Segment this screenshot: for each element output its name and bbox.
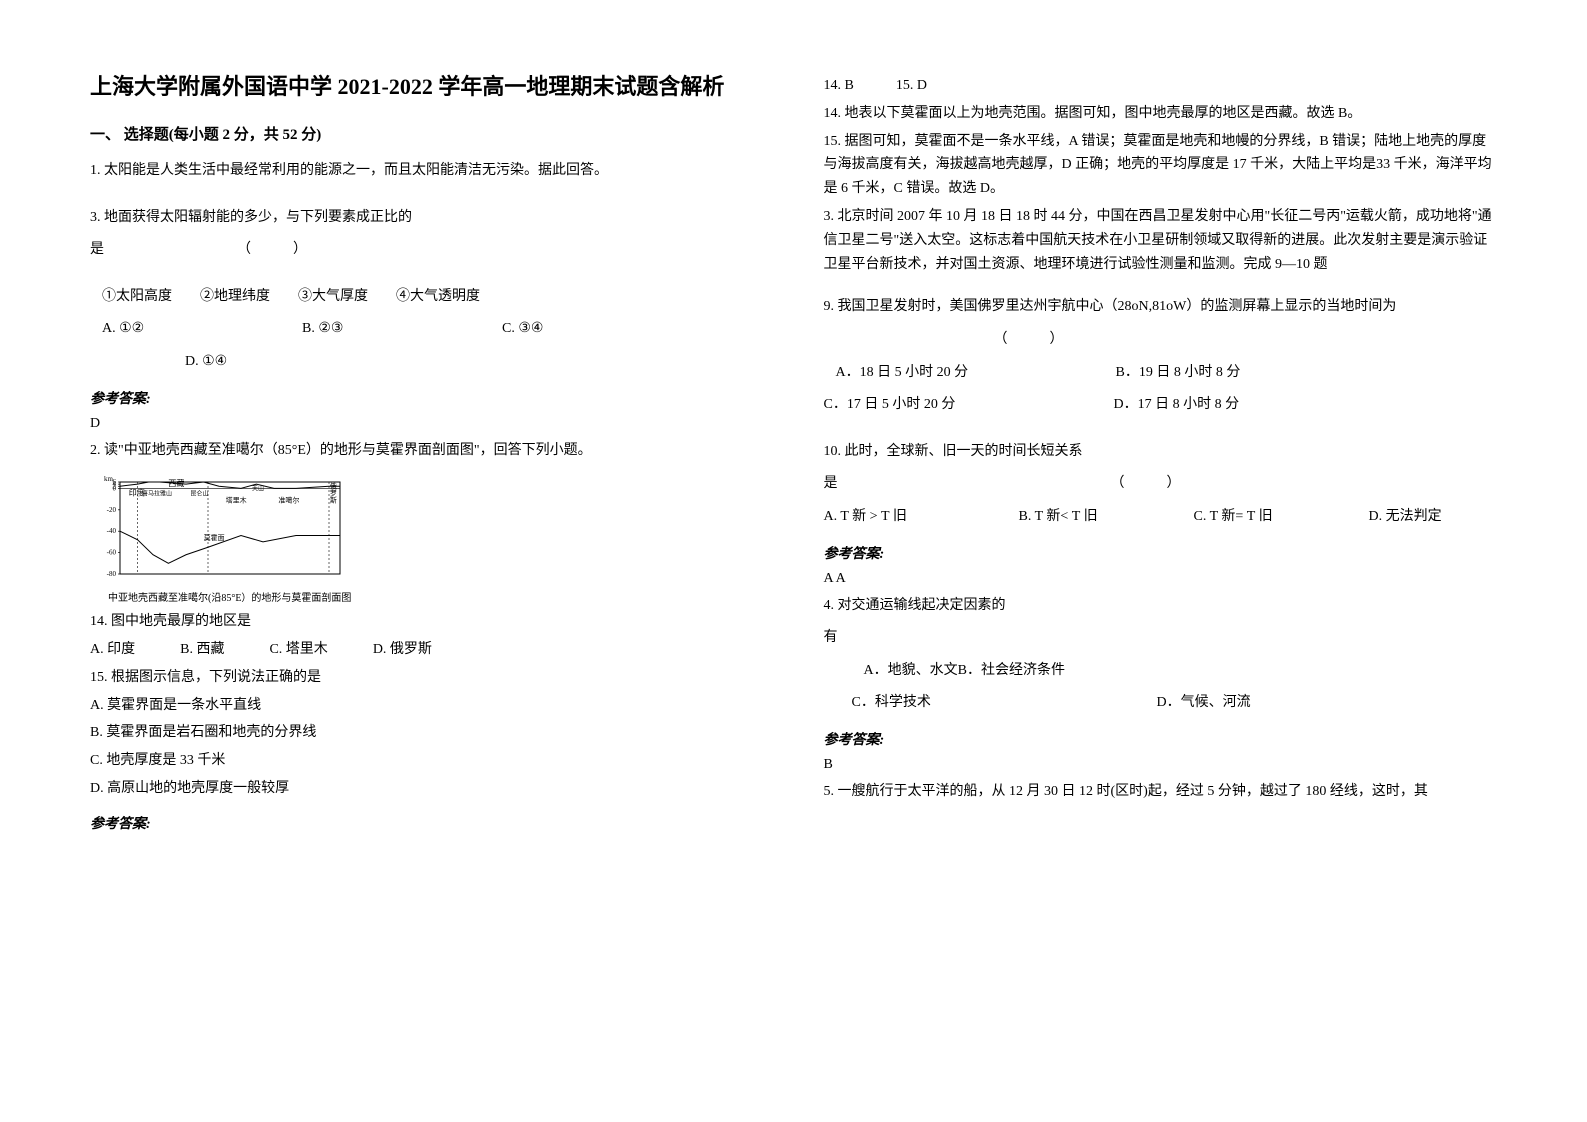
- q3-9-row2: C．17 日 5 小时 20 分 D．17 日 8 小时 8 分: [824, 392, 1498, 419]
- q2-intro: 2. 读"中亚地壳西藏至准噶尔（85°E）的地形与莫霍界面剖面图"，回答下列小题…: [90, 438, 764, 465]
- q4-ab: A．地貌、水文B．社会经济条件: [864, 658, 1498, 685]
- q1-choice-items: ①太阳高度 ②地理纬度 ③大气厚度 ④大气透明度: [102, 284, 764, 311]
- svg-text:0: 0: [113, 485, 117, 493]
- q3-answer: A A: [824, 571, 1498, 587]
- q3-9-row1: A．18 日 5 小时 20 分 B．19 日 8 小时 8 分: [836, 360, 1498, 387]
- q2-15C: C. 地壳厚度是 33 千米: [90, 749, 764, 773]
- q2-14A: A. 印度: [90, 638, 135, 662]
- q2-14D: D. 俄罗斯: [373, 638, 432, 662]
- svg-text:莫霍面: 莫霍面: [204, 533, 225, 542]
- q4-answer-label: 参考答案:: [824, 729, 1498, 749]
- svg-text:昆仑山: 昆仑山: [190, 490, 208, 498]
- q1-subq-blank: 是 （ ）: [90, 237, 764, 264]
- figure-caption: 中亚地壳西藏至准噶尔(沿85°E）的地形与莫霍面剖面图: [108, 589, 764, 604]
- q4-d: D．气候、河流: [1157, 690, 1251, 717]
- q1-optA: A. ①②: [102, 316, 302, 343]
- q2-14C: C. 塔里木: [269, 638, 327, 662]
- q3-10b: 是 （ ）: [824, 471, 1498, 498]
- q1-optB: B. ②③: [302, 316, 502, 343]
- q3-10A: A. T 新 > T 旧: [824, 504, 1019, 531]
- crust-profile-svg: km6420-20-40-60-80印度西藏俄罗斯喜马拉雅山昆仑山天山塔里木准噶…: [90, 474, 350, 582]
- svg-text:-40: -40: [107, 527, 117, 535]
- svg-text:喜马拉雅山: 喜马拉雅山: [142, 490, 172, 498]
- doc-title: 上海大学附属外国语中学 2021-2022 学年高一地理期末试题含解析: [90, 70, 764, 103]
- q1-answer-label: 参考答案:: [90, 388, 764, 408]
- right-column: 14. B 15. D 14. 地表以下莫霍面以上为地壳范围。据图可知，图中地壳…: [824, 70, 1498, 1072]
- svg-text:西藏: 西藏: [168, 478, 184, 488]
- q3-intro: 3. 北京时间 2007 年 10 月 18 日 18 时 44 分，中国在西昌…: [824, 205, 1498, 276]
- q5: 5. 一艘航行于太平洋的船，从 12 月 30 日 12 时(区时)起，经过 5…: [824, 779, 1498, 806]
- q3-10C: C. T 新= T 旧: [1194, 504, 1369, 531]
- q3-9B: B．19 日 8 小时 8 分: [1116, 360, 1241, 387]
- q2-answers: 14. B 15. D: [824, 74, 1498, 98]
- q2-14-opts: A. 印度 B. 西藏 C. 塔里木 D. 俄罗斯: [90, 638, 764, 662]
- q1-optC: C. ③④: [502, 316, 543, 343]
- q2-15B: B. 莫霍界面是岩石圈和地壳的分界线: [90, 721, 764, 745]
- crust-profile-figure: km6420-20-40-60-80印度西藏俄罗斯喜马拉雅山昆仑山天山塔里木准噶…: [90, 474, 764, 604]
- section-1-header: 一、 选择题(每小题 2 分，共 52 分): [90, 123, 764, 144]
- q2-15: 15. 根据图示信息，下列说法正确的是: [90, 666, 764, 690]
- q2-answer-label: 参考答案:: [90, 813, 764, 833]
- q1-intro: 1. 太阳能是人类生活中最经常利用的能源之一，而且太阳能清洁无污染。据此回答。: [90, 158, 764, 185]
- svg-text:-20: -20: [107, 506, 117, 514]
- svg-text:俄罗斯: 俄罗斯: [329, 481, 337, 504]
- q1-options-row1: A. ①② B. ②③ C. ③④: [102, 316, 764, 343]
- q3-9A: A．18 日 5 小时 20 分: [836, 360, 1116, 387]
- q3-10B: B. T 新< T 旧: [1019, 504, 1194, 531]
- q1-answer: D: [90, 416, 764, 432]
- q4: 4. 对交通运输线起决定因素的: [824, 593, 1498, 620]
- q2-exp14: 14. 地表以下莫霍面以上为地壳范围。据图可知，图中地壳最厚的地区是西藏。故选 …: [824, 102, 1498, 126]
- q3-9: 9. 我国卫星发射时，美国佛罗里达州宇航中心（28oN,81oW）的监测屏幕上显…: [824, 294, 1498, 321]
- q2-15A: A. 莫霍界面是一条水平直线: [90, 694, 764, 718]
- q3-10D: D. 无法判定: [1369, 504, 1442, 531]
- q3-9-paren: （ ）: [994, 327, 1498, 354]
- q4-cd-row: C．科学技术 D．气候、河流: [824, 690, 1498, 717]
- svg-text:准噶尔: 准噶尔: [278, 496, 299, 505]
- q2-14: 14. 图中地壳最厚的地区是: [90, 610, 764, 634]
- svg-text:塔里木: 塔里木: [226, 496, 247, 505]
- q4-answer: B: [824, 757, 1498, 773]
- q3-9D: D．17 日 8 小时 8 分: [1114, 392, 1240, 419]
- q1-optD: D. ①④: [185, 349, 764, 376]
- left-column: 上海大学附属外国语中学 2021-2022 学年高一地理期末试题含解析 一、 选…: [90, 70, 764, 1072]
- q4b: 有: [824, 625, 1498, 652]
- q4-c: C．科学技术: [852, 690, 1157, 717]
- svg-text:-60: -60: [107, 549, 117, 557]
- q3-9C: C．17 日 5 小时 20 分: [824, 392, 1114, 419]
- q2-exp15: 15. 据图可知，莫霍面不是一条水平线，A 错误；莫霍面是地壳和地幔的分界线，B…: [824, 130, 1498, 201]
- q3-10: 10. 此时，全球新、旧一天的时间长短关系: [824, 439, 1498, 466]
- svg-text:-80: -80: [107, 570, 117, 578]
- q3-10-opts: A. T 新 > T 旧 B. T 新< T 旧 C. T 新= T 旧 D. …: [824, 504, 1498, 531]
- q2-14B: B. 西藏: [180, 638, 224, 662]
- svg-text:天山: 天山: [252, 485, 264, 493]
- q3-answer-label: 参考答案:: [824, 543, 1498, 563]
- q1-subq: 3. 地面获得太阳辐射能的多少，与下列要素成正比的: [90, 205, 764, 232]
- q2-15D: D. 高原山地的地壳厚度一般较厚: [90, 777, 764, 801]
